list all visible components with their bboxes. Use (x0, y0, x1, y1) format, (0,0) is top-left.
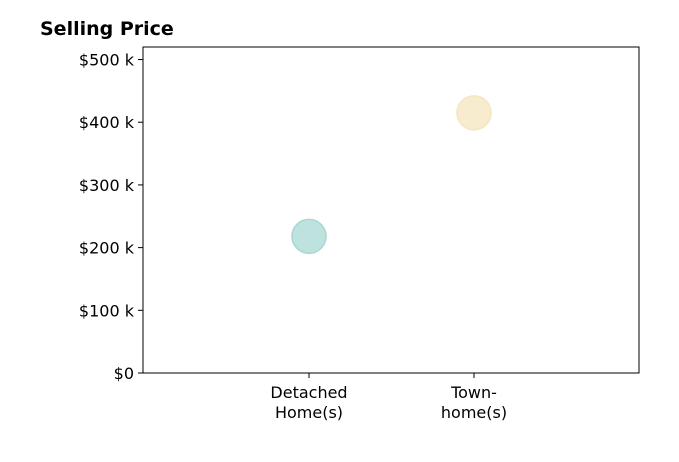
data-point (456, 95, 492, 131)
chart-title: Selling Price (40, 18, 174, 40)
y-tick-label: $500 k (79, 51, 135, 70)
plot-frame (142, 46, 640, 374)
x-axis: Detached Home(s) Town-home(s) (270, 373, 507, 422)
x-tick-label: Detached Home(s) (270, 383, 347, 422)
data-points (291, 95, 492, 255)
data-point (291, 218, 327, 255)
y-tick-label: $200 k (79, 239, 135, 258)
x-tick-label-line: Detached (270, 383, 347, 402)
x-tick-label: Town-home(s) (441, 383, 507, 422)
y-tick-label: $300 k (79, 176, 135, 195)
y-tick-label: $100 k (79, 301, 135, 320)
y-axis: $0 $100 k $200 k $300 k $400 k $500 k (79, 51, 143, 383)
x-tick-label-line: home(s) (441, 403, 507, 422)
x-tick-label-line: Home(s) (275, 403, 343, 422)
x-tick-label-line: Town- (450, 383, 497, 402)
y-tick-label: $0 (114, 364, 134, 383)
y-tick-label: $400 k (79, 113, 135, 132)
